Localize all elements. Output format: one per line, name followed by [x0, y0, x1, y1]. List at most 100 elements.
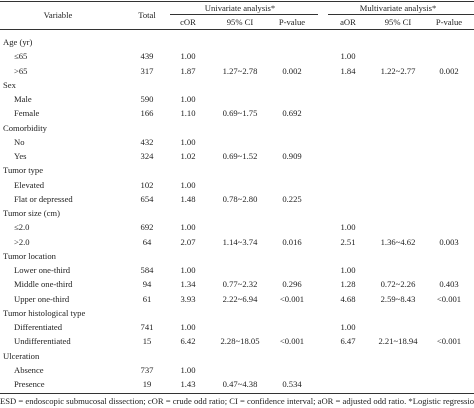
cell: 1.84 — [340, 65, 356, 76]
cell: 0.69~1.52 — [222, 151, 258, 161]
cell: 1.43 — [180, 379, 196, 389]
cell: 0.78~2.80 — [222, 193, 258, 204]
row-label: Absence — [14, 364, 44, 375]
cell: 102 — [140, 179, 154, 190]
cell: 1.02 — [180, 151, 196, 161]
cell: 1.14~3.74 — [222, 236, 258, 247]
cell: 0.225 — [282, 193, 302, 204]
header-cell: cOR — [180, 17, 196, 27]
cell: 3.93 — [180, 293, 196, 304]
cell: 1.22~2.77 — [380, 65, 416, 76]
cell: 15 — [142, 336, 152, 347]
cell: 19 — [142, 379, 152, 389]
cell: 0.002 — [282, 65, 302, 76]
header-cell: aOR — [340, 17, 356, 27]
cell: 64 — [142, 236, 152, 247]
row-label: Upper one-third — [14, 293, 70, 304]
cell: 1.00 — [340, 51, 356, 62]
cell: 1.48 — [180, 193, 196, 204]
header-cell: Univariate analysis* — [204, 3, 276, 13]
rule — [0, 1, 474, 2]
cell: 0.002 — [439, 65, 459, 76]
cell: 2.59~8.43 — [380, 293, 416, 304]
cell: 6.42 — [180, 336, 196, 347]
cell: 584 — [140, 265, 154, 275]
cell: 0.534 — [282, 379, 302, 389]
cell: 317 — [140, 65, 154, 76]
row-label: >65 — [14, 65, 28, 76]
section-title: Tumor location — [3, 250, 56, 261]
cell: 1.34 — [180, 279, 196, 290]
cell: <0.001 — [436, 293, 462, 304]
cell: 2.07 — [180, 236, 196, 247]
cell: 6.47 — [340, 336, 356, 347]
cell: 1.00 — [340, 265, 356, 275]
cell: 1.00 — [180, 222, 196, 233]
cell: 0.72~2.26 — [380, 279, 416, 290]
header-cell: P-value — [435, 17, 463, 27]
cell: 0.403 — [439, 279, 459, 290]
row-label: Lower one-third — [14, 265, 71, 275]
cell: 94 — [142, 279, 152, 290]
cell: 2.28~18.05 — [220, 336, 260, 347]
cell: 439 — [140, 51, 154, 62]
section-title: Tumor histological type — [3, 307, 86, 318]
row-label: >2.0 — [14, 236, 30, 247]
cell: 1.00 — [340, 222, 356, 233]
footnote: ESD = endoscopic submucosal dissection; … — [0, 396, 474, 406]
cell: 2.51 — [340, 236, 356, 247]
cell: 61 — [142, 293, 152, 304]
rule — [0, 393, 474, 394]
cell: 324 — [140, 151, 154, 161]
rule — [328, 14, 474, 15]
cell: 1.00 — [180, 364, 196, 375]
header-cell: Multivariate analysis* — [359, 3, 437, 13]
section-title: Ulceration — [3, 350, 40, 361]
cell: 2.21~18.94 — [378, 336, 418, 347]
row-label: Differentiated — [14, 322, 63, 332]
cell: 2.22~6.94 — [222, 293, 258, 304]
cell: 1.27~2.78 — [222, 65, 258, 76]
header-cell: 95% CI — [384, 17, 412, 27]
cell: 0.77~2.32 — [222, 279, 258, 290]
cell: 654 — [140, 193, 154, 204]
cell: 166 — [140, 108, 154, 119]
cell: 0.296 — [282, 279, 302, 290]
header-cell: Total — [138, 10, 156, 20]
rule — [170, 14, 318, 15]
cell: 1.00 — [340, 322, 356, 332]
header-cell: Variable — [43, 10, 73, 20]
cell: 1.10 — [180, 108, 196, 119]
row-label: Undifferentiated — [14, 336, 71, 347]
cell: 1.00 — [180, 265, 196, 275]
cell: 1.28 — [340, 279, 356, 290]
row-label: ≤2.0 — [14, 222, 30, 233]
cell: 0.47~4.38 — [222, 379, 258, 389]
cell: 1.00 — [180, 51, 196, 62]
row-label: Yes — [14, 151, 27, 161]
section-title: Tumor type — [3, 165, 44, 176]
rule — [0, 29, 474, 30]
row-label: ≤65 — [14, 51, 28, 62]
cell: <0.001 — [279, 293, 305, 304]
row-label: Female — [14, 108, 40, 119]
cell: 1.00 — [180, 94, 196, 104]
cell: 590 — [140, 94, 154, 104]
header-cell: 95% CI — [226, 17, 254, 27]
cell: 432 — [140, 136, 154, 147]
cell: 692 — [140, 222, 154, 233]
cell: 0.003 — [439, 236, 459, 247]
cell: 1.00 — [180, 136, 196, 147]
cell: 737 — [140, 364, 154, 375]
cell: 4.68 — [340, 293, 356, 304]
cell: <0.001 — [436, 336, 462, 347]
cell: 0.692 — [282, 108, 302, 119]
section-title: Comorbidity — [3, 122, 47, 133]
cell: 0.909 — [282, 151, 302, 161]
cell: 1.36~4.62 — [380, 236, 416, 247]
header-cell: P-value — [278, 17, 306, 27]
row-label: Presence — [14, 379, 45, 389]
row-label: Middle one-third — [14, 279, 73, 290]
section-title: Sex — [3, 79, 16, 90]
